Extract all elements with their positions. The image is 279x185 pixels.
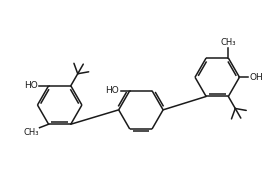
Text: HO: HO — [106, 86, 119, 95]
Text: CH₃: CH₃ — [23, 128, 39, 137]
Text: OH: OH — [249, 73, 263, 82]
Text: CH₃: CH₃ — [221, 38, 236, 47]
Text: HO: HO — [24, 81, 37, 90]
